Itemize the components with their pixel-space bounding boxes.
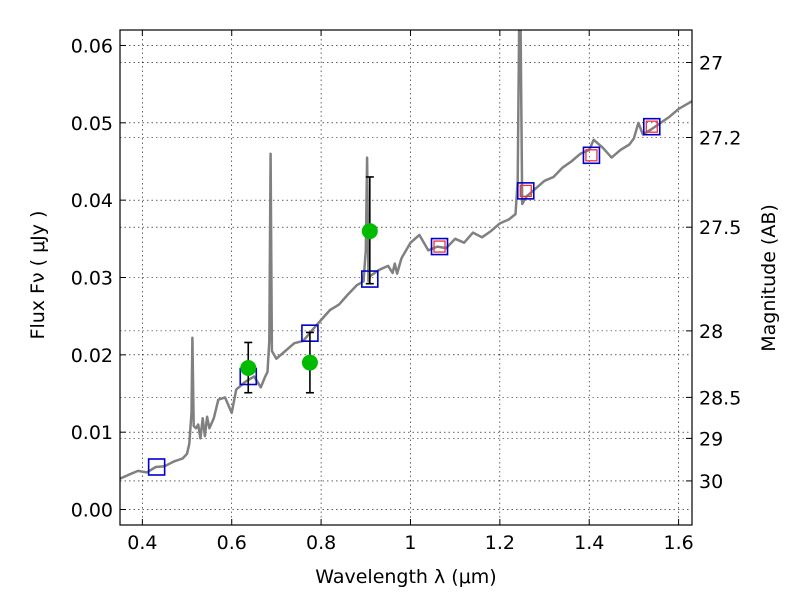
observed-box <box>519 184 532 198</box>
mag-tick-label: 29 <box>699 428 723 450</box>
magnitude-axis-label: Magnitude (AB) <box>758 204 780 352</box>
x-tick-label: 0.4 <box>127 532 157 554</box>
model-photometry-box <box>430 237 449 256</box>
mag-tick-label: 27.5 <box>699 217 741 239</box>
measured-flux-point <box>301 354 318 371</box>
mag-tick-label: 27 <box>699 52 723 74</box>
mag-tick-label: 30 <box>699 471 723 493</box>
observed-box <box>585 149 598 162</box>
y-tick-label: 0.04 <box>71 190 113 212</box>
model-photometry-box <box>147 458 166 476</box>
y-tick-label: 0.00 <box>71 500 113 522</box>
model-photometry-box <box>642 117 661 136</box>
mag-tick-label: 27.2 <box>699 128 741 150</box>
y-tick-label: 0.03 <box>71 268 113 290</box>
observed-box <box>433 240 446 253</box>
x-tick-label: 1.6 <box>663 532 693 554</box>
x-tick-label: 1.2 <box>485 532 515 554</box>
y-tick-label: 0.01 <box>71 422 113 444</box>
model-photometry-box <box>582 146 601 165</box>
y-ticks: 0.00 0.01 0.02 0.03 0.04 0.05 0.06 <box>71 35 126 522</box>
x-tick-label: 0.8 <box>306 532 336 554</box>
grid-lines <box>120 30 692 525</box>
x-tick-label: 1.4 <box>574 532 604 554</box>
model-photometry-box <box>516 182 535 200</box>
y-tick-label: 0.02 <box>71 345 113 367</box>
y-tick-label: 0.06 <box>71 35 113 57</box>
measured-flux-point <box>240 359 257 376</box>
mag-tick-label: 28.5 <box>699 387 741 409</box>
measured-flux-point <box>361 223 378 240</box>
y-tick-label: 0.05 <box>71 113 113 135</box>
model-spectrum-line <box>120 30 692 480</box>
observed-box <box>645 120 658 133</box>
chart-marks <box>120 30 692 480</box>
x-tick-label: 1 <box>404 532 416 554</box>
x-axis-label: Wavelength λ (μm) <box>315 566 496 588</box>
mag-tick-label: 28 <box>699 321 723 343</box>
magnitude-ticks: 27 27.2 27.5 28 28.5 29 30 <box>686 52 741 493</box>
x-ticks: 0.4 0.6 0.8 1 1.2 1.4 1.6 <box>127 30 694 554</box>
y-axis-label: Flux Fν ( μJy ) <box>27 211 49 340</box>
x-tick-label: 0.6 <box>217 532 247 554</box>
